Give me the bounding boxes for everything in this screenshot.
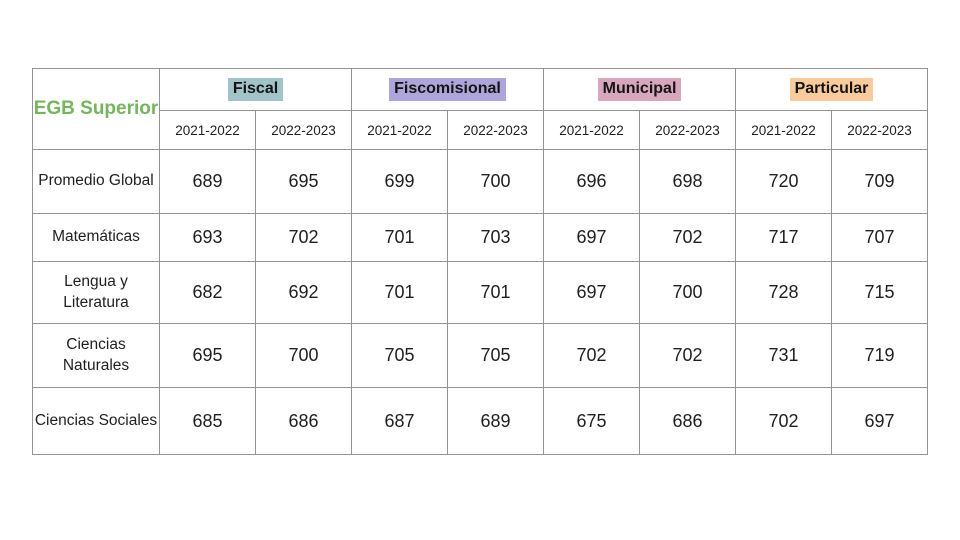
- score-cell: 702: [639, 323, 736, 388]
- row-label: Promedio Global: [32, 149, 160, 214]
- score-cell: 705: [351, 323, 448, 388]
- score-cell: 700: [447, 149, 544, 214]
- year-header: 2021-2022: [351, 110, 448, 150]
- score-cell: 682: [159, 261, 256, 324]
- group-header-fiscal-label: Fiscal: [227, 78, 284, 101]
- score-cell: 701: [351, 213, 448, 262]
- score-cell: 686: [255, 387, 352, 455]
- score-cell: 709: [831, 149, 928, 214]
- group-header-municipal-label: Municipal: [597, 78, 682, 101]
- score-cell: 703: [447, 213, 544, 262]
- scores-table: EGB Superior Fiscal Fiscomisional Munici…: [32, 68, 928, 455]
- group-header-particular-label: Particular: [789, 78, 874, 101]
- group-header-particular: Particular: [735, 68, 928, 111]
- score-cell: 689: [447, 387, 544, 455]
- score-cell: 692: [255, 261, 352, 324]
- score-cell: 702: [639, 213, 736, 262]
- year-header: 2022-2023: [639, 110, 736, 150]
- year-header: 2021-2022: [735, 110, 832, 150]
- score-cell: 731: [735, 323, 832, 388]
- row-label: Ciencias Naturales: [32, 323, 160, 388]
- score-cell: 702: [543, 323, 640, 388]
- table-title-cell: EGB Superior: [32, 68, 160, 150]
- row-label: Ciencias Sociales: [32, 387, 160, 455]
- row-label: Matemáticas: [32, 213, 160, 262]
- score-cell: 701: [447, 261, 544, 324]
- score-cell: 697: [543, 261, 640, 324]
- group-header-row: EGB Superior Fiscal Fiscomisional Munici…: [32, 68, 928, 150]
- score-cell: 675: [543, 387, 640, 455]
- table-row: Ciencias Naturales 695 700 705 705 702 7…: [32, 323, 928, 388]
- score-cell: 685: [159, 387, 256, 455]
- row-label: Lengua y Literatura: [32, 261, 160, 324]
- score-cell: 715: [831, 261, 928, 324]
- table-row: Ciencias Sociales 685 686 687 689 675 68…: [32, 387, 928, 455]
- score-cell: 705: [447, 323, 544, 388]
- score-cell: 728: [735, 261, 832, 324]
- table-row: Lengua y Literatura 682 692 701 701 697 …: [32, 261, 928, 324]
- score-cell: 719: [831, 323, 928, 388]
- score-cell: 700: [255, 323, 352, 388]
- score-cell: 699: [351, 149, 448, 214]
- table-title: EGB Superior: [33, 97, 159, 119]
- year-header: 2021-2022: [159, 110, 256, 150]
- year-header: 2021-2022: [543, 110, 640, 150]
- year-header: 2022-2023: [447, 110, 544, 150]
- group-header-fiscomisional-label: Fiscomisional: [389, 78, 506, 101]
- year-header: 2022-2023: [831, 110, 928, 150]
- year-header-row: 2021-2022 2022-2023 2021-2022 2022-2023 …: [33, 110, 928, 150]
- score-cell: 695: [159, 323, 256, 388]
- year-header: 2022-2023: [255, 110, 352, 150]
- score-cell: 696: [543, 149, 640, 214]
- group-header-fiscomisional: Fiscomisional: [351, 68, 544, 111]
- score-cell: 717: [735, 213, 832, 262]
- score-cell: 707: [831, 213, 928, 262]
- score-cell: 689: [159, 149, 256, 214]
- score-cell: 700: [639, 261, 736, 324]
- score-cell: 702: [735, 387, 832, 455]
- score-cell: 686: [639, 387, 736, 455]
- score-cell: 698: [639, 149, 736, 214]
- score-cell: 701: [351, 261, 448, 324]
- score-cell: 697: [831, 387, 928, 455]
- score-cell: 720: [735, 149, 832, 214]
- score-cell: 695: [255, 149, 352, 214]
- table-row: Matemáticas 693 702 701 703 697 702 717 …: [32, 213, 928, 262]
- score-cell: 697: [543, 213, 640, 262]
- score-cell: 687: [351, 387, 448, 455]
- group-header-fiscal: Fiscal: [159, 68, 352, 111]
- group-header-municipal: Municipal: [543, 68, 736, 111]
- score-cell: 693: [159, 213, 256, 262]
- table-row: Promedio Global 689 695 699 700 696 698 …: [32, 149, 928, 214]
- score-cell: 702: [255, 213, 352, 262]
